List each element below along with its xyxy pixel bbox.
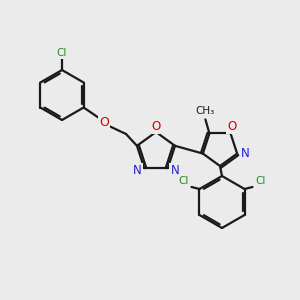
- Text: Cl: Cl: [178, 176, 189, 186]
- Text: Cl: Cl: [57, 48, 67, 58]
- Text: N: N: [133, 164, 142, 177]
- Text: O: O: [152, 121, 160, 134]
- Text: CH₃: CH₃: [196, 106, 215, 116]
- Text: N: N: [241, 147, 250, 160]
- Text: Cl: Cl: [255, 176, 266, 186]
- Text: O: O: [99, 116, 109, 128]
- Text: O: O: [227, 120, 236, 133]
- Text: N: N: [170, 164, 179, 177]
